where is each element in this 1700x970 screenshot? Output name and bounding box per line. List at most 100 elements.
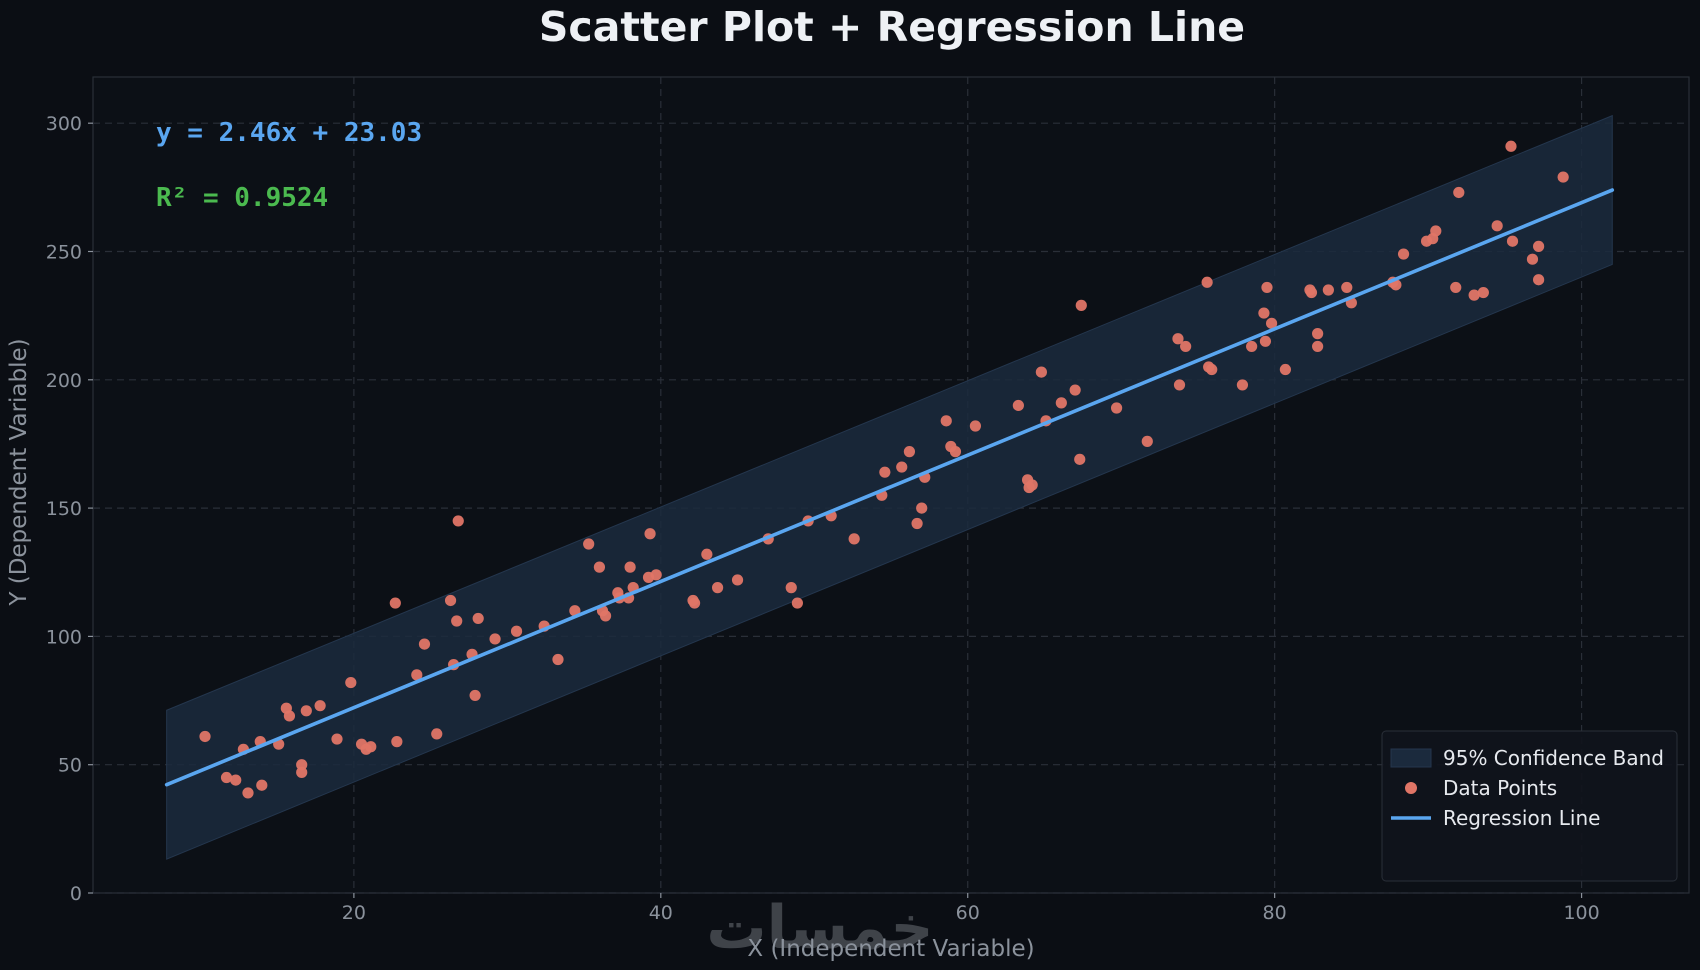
data-point [510,625,523,637]
data-point [345,676,357,689]
data-point [1258,307,1270,319]
data-point [1397,248,1410,260]
data-point [411,669,423,681]
data-point [791,597,803,609]
data-point [1526,253,1539,265]
data-point [903,446,916,458]
chart-title: Scatter Plot + Regression Line [539,3,1245,51]
data-points-layer [199,140,1569,799]
data-point [452,515,464,527]
data-point [552,653,564,666]
data-point [256,779,268,791]
data-point [1074,453,1086,465]
data-point [1035,366,1047,378]
data-point [1322,284,1334,296]
data-point [879,466,891,478]
data-point [451,615,463,627]
y-tick-label: 300 [46,113,82,135]
legend-box [1381,730,1678,882]
data-point [199,730,211,743]
data-point [1012,399,1024,412]
data-point [1180,340,1192,353]
x-tick-label: 60 [956,902,980,924]
data-point [1430,225,1442,237]
x-axis-ticks: 20 40 60 80 100 [342,893,1600,924]
data-point [365,741,377,753]
data-point [431,728,443,740]
y-tick-label: 250 [46,241,82,263]
x-tick-label: 20 [342,902,366,924]
x-tick-label: 80 [1263,902,1287,924]
data-point [283,710,296,722]
y-axis-ticks: 0 50 100 150 200 250 300 [46,113,93,905]
data-point [296,766,308,778]
data-point [1468,289,1480,301]
data-point [711,582,724,594]
data-point [1236,379,1249,391]
data-point [969,420,982,432]
y-tick-label: 200 [46,370,82,392]
data-point [848,533,860,545]
data-point [896,461,908,473]
data-point [688,597,701,609]
data-point [1312,328,1324,340]
x-axis-label: X (Independent Variable) [747,936,1034,962]
data-point [1141,435,1153,447]
data-point [1341,281,1353,294]
data-point [469,689,481,702]
y-tick-label: 150 [46,498,82,520]
regression-line-layer [164,188,1615,787]
regression-equation: y = 2.46x + 23.03 [156,118,422,148]
legend-point-swatch [1405,782,1417,794]
data-point [230,774,242,786]
data-point [583,538,595,550]
y-axis-label: Y (Dependent Variable) [6,338,32,606]
data-point [1312,340,1324,353]
data-point [1491,220,1503,232]
data-point [489,633,501,645]
data-point [1055,397,1067,409]
data-point [314,700,326,712]
plot-frame [92,76,1690,894]
data-point [1259,335,1272,347]
legend: 95% Confidence Band Data Points Regressi… [1381,730,1678,882]
data-point [1069,384,1081,396]
y-tick-label: 50 [58,755,82,777]
data-point [940,415,952,427]
data-point [731,574,744,586]
data-point [599,610,612,622]
data-point [418,638,431,650]
regression-line [164,188,1615,787]
data-point [1201,276,1213,288]
data-point [1477,286,1489,299]
data-point [1533,240,1545,252]
data-point [1505,140,1517,152]
data-point [444,594,457,607]
data-point [1110,402,1123,414]
r-squared-value: R² = 0.9524 [156,183,328,213]
data-point [1305,286,1318,299]
data-point [1453,186,1465,199]
legend-label-confidence-band: 95% Confidence Band [1443,746,1664,770]
data-point [472,612,484,625]
data-point [242,787,254,799]
data-point [1172,333,1184,345]
data-point [949,446,962,458]
legend-label-regression-line: Regression Line [1443,806,1600,830]
data-point [911,517,923,530]
data-point [624,561,636,573]
data-point [1557,171,1569,183]
data-point [1265,317,1278,329]
data-point [1279,363,1291,376]
data-point [391,736,403,748]
data-point [916,502,928,514]
data-point [331,733,343,745]
y-tick-label: 0 [70,883,82,905]
legend-band-swatch [1390,748,1432,768]
data-point [569,605,581,617]
data-point [1261,281,1273,294]
data-point [1533,274,1545,286]
data-point [296,759,308,771]
x-tick-label: 40 [649,902,673,924]
